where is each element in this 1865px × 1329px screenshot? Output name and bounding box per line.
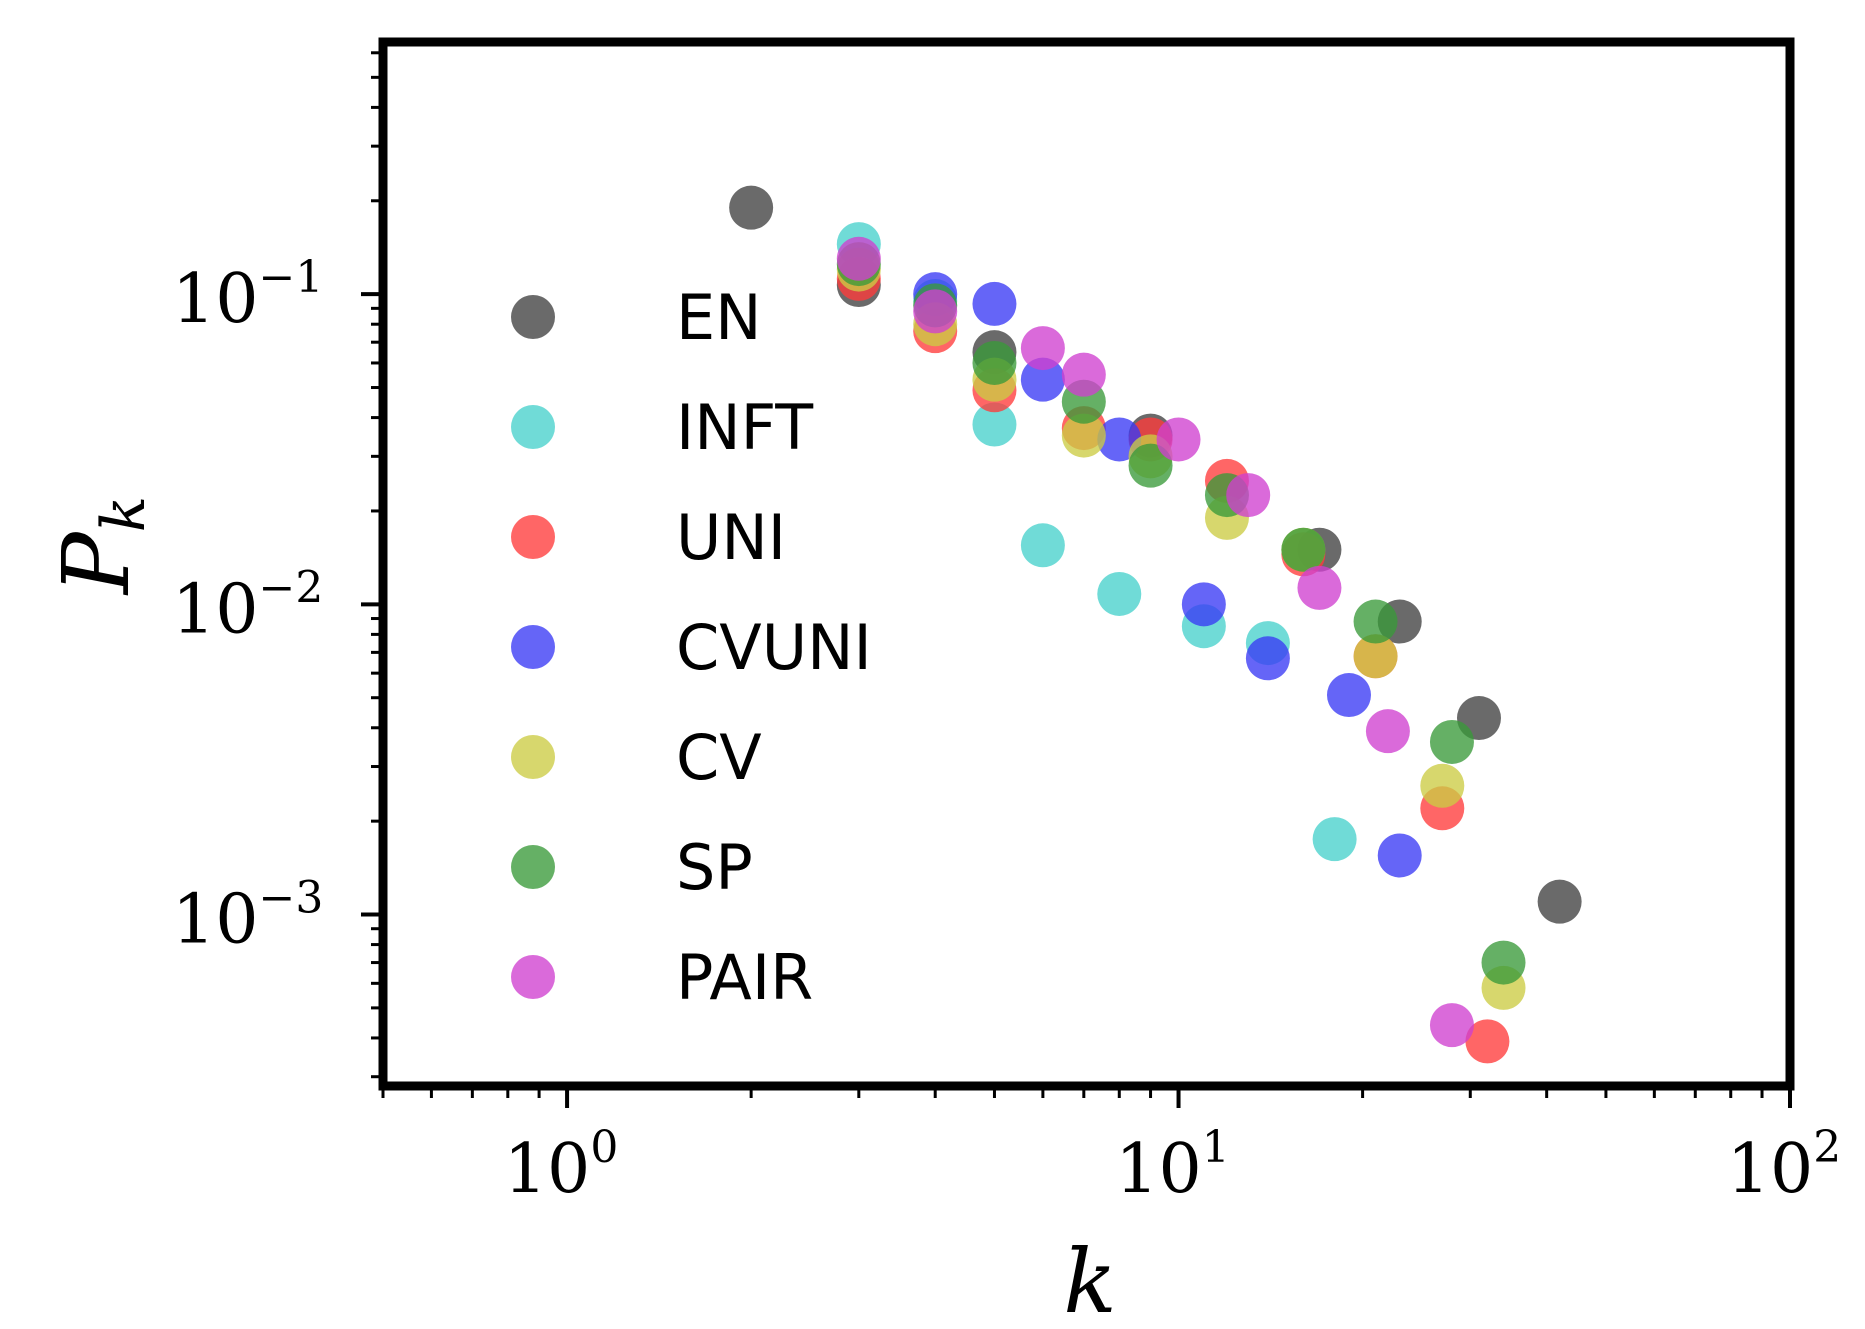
y-axis-label-subscript: k [89, 496, 159, 532]
data-point-inft [1020, 523, 1065, 568]
legend-label-cvuni: CVUNI [676, 611, 872, 684]
data-point-pair [1061, 352, 1106, 397]
y-tick-label: 10−1 [172, 252, 323, 339]
data-point-cvuni [1326, 673, 1371, 718]
y-tick-label: 10−2 [172, 562, 323, 649]
data-point-sp [1353, 599, 1398, 644]
y-axis-label: Pk [43, 496, 159, 596]
legend-label-pair: PAIR [676, 941, 813, 1014]
data-point-sp [972, 340, 1017, 385]
data-point-cv [1353, 634, 1398, 679]
plot-border [378, 37, 1795, 1091]
x-tick-label: 101 [1115, 1122, 1230, 1209]
legend-label-sp: SP [676, 831, 753, 904]
legend-marker-inft [511, 405, 555, 449]
data-point-pair [1226, 473, 1271, 518]
data-point-pair [1020, 326, 1065, 371]
data-point-cv [1420, 763, 1465, 808]
data-point-cvuni [1245, 636, 1290, 681]
legend-marker-cv [511, 735, 555, 779]
data-points [729, 185, 1582, 1064]
data-point-cv [1061, 413, 1106, 458]
axes-frame [378, 37, 1795, 1091]
data-point-sp [1128, 443, 1173, 488]
data-point-cvuni [1181, 582, 1226, 627]
data-point-pair [1297, 565, 1342, 610]
legend-marker-en [511, 295, 555, 339]
legend-marker-uni [511, 515, 555, 559]
y-axis-ticks: 10−1 10−2 10−3 [172, 51, 383, 1079]
data-point-cvuni [1020, 357, 1065, 402]
data-point-uni [1465, 1019, 1510, 1064]
legend-marker-cvuni [511, 625, 555, 669]
data-point-pair [1156, 417, 1201, 462]
x-axis-ticks: 100 101 102 [381, 1086, 1842, 1209]
data-point-inft [1312, 817, 1357, 862]
legend-label-inft: INFT [676, 391, 814, 464]
x-tick-label: 100 [504, 1122, 619, 1209]
data-point-pair [1365, 709, 1410, 754]
data-point-pair [1429, 1003, 1474, 1048]
data-point-cvuni [1377, 833, 1422, 878]
data-point-sp [1281, 527, 1326, 572]
data-point-pair [836, 236, 881, 281]
x-tick-label: 102 [1727, 1122, 1842, 1209]
data-point-inft [972, 402, 1017, 447]
legend-label-cv: CV [676, 721, 762, 794]
legend-label-uni: UNI [676, 501, 786, 574]
data-point-en [1537, 879, 1582, 924]
data-point-sp [1429, 719, 1474, 764]
data-point-pair [913, 289, 958, 334]
data-point-en [729, 185, 774, 230]
legend: EN INFT UNI CVUNI CV SP PAIR [511, 281, 872, 1014]
legend-marker-sp [511, 845, 555, 889]
x-axis-label: k [1063, 1230, 1116, 1329]
data-point-cvuni [972, 281, 1017, 326]
legend-label-en: EN [676, 281, 762, 354]
y-tick-label: 10−3 [172, 873, 323, 960]
legend-marker-pair [511, 955, 555, 999]
y-axis-label-main: P [43, 530, 150, 596]
data-point-sp [1481, 940, 1526, 985]
data-point-inft [1097, 571, 1142, 616]
